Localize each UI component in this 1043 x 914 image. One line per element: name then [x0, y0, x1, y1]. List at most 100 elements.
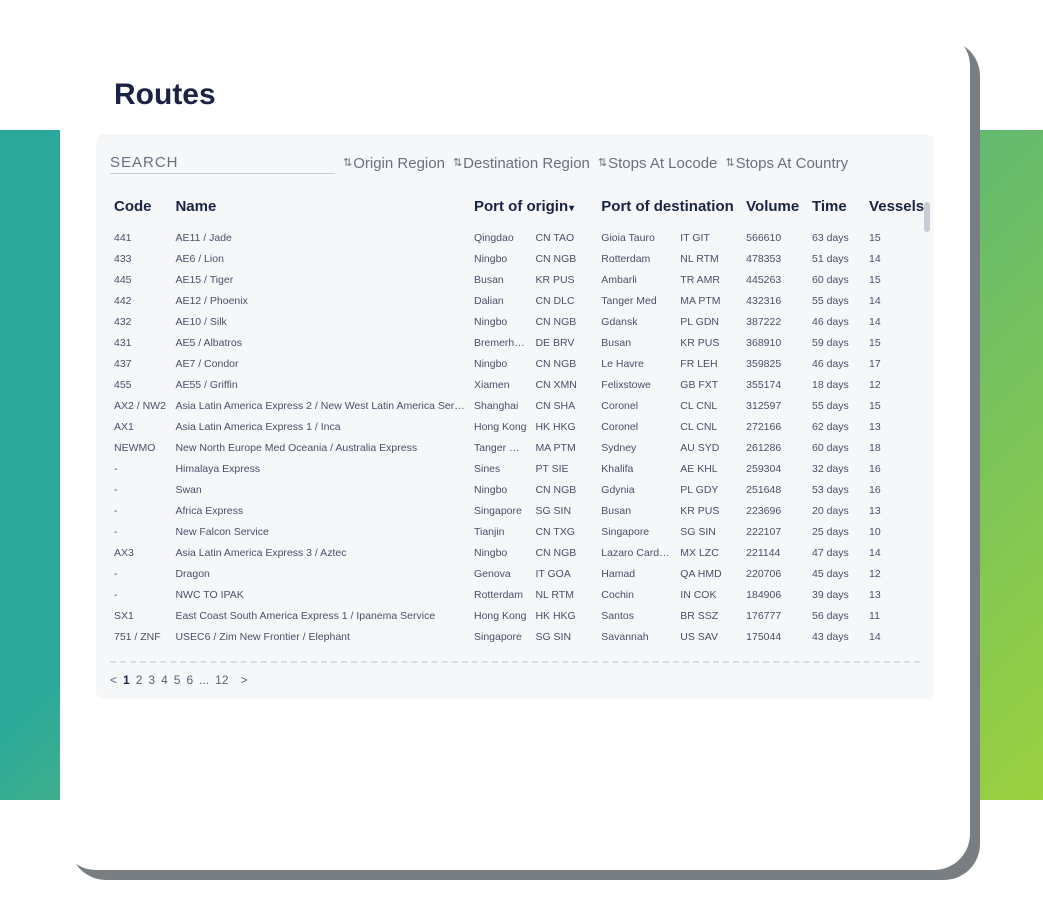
cell-d_port: Ambarli	[597, 269, 676, 290]
pagination-page[interactable]: 3	[148, 673, 155, 687]
filter-destination-region[interactable]: ⇅ Destination Region	[453, 155, 590, 172]
cell-time: 46 days	[808, 353, 865, 374]
header-time[interactable]: Time	[808, 190, 865, 227]
cell-code: 431	[110, 332, 171, 353]
table-row[interactable]: -NWC TO IPAKRotterdamNL RTMCochinIN COK1…	[110, 584, 920, 605]
cell-d_code: PL GDN	[676, 311, 742, 332]
cell-volume: 368910	[742, 332, 808, 353]
pagination-page[interactable]: 1	[123, 673, 130, 687]
cell-volume: 251648	[742, 479, 808, 500]
table-row[interactable]: 751 / ZNFUSEC6 / Zim New Frontier / Elep…	[110, 626, 920, 647]
cell-name: USEC6 / Zim New Frontier / Elephant	[171, 626, 470, 647]
cell-d_code: GB FXT	[676, 374, 742, 395]
scrollbar-thumb[interactable]	[924, 202, 930, 232]
pagination-page[interactable]: 6	[186, 673, 193, 687]
cell-o_port: Qingdao	[470, 227, 531, 248]
table-row[interactable]: -New Falcon ServiceTianjinCN TXGSingapor…	[110, 521, 920, 542]
table-row[interactable]: 441AE11 / JadeQingdaoCN TAOGioia TauroIT…	[110, 227, 920, 248]
search-input[interactable]	[110, 152, 335, 174]
cell-o_port: Singapore	[470, 626, 531, 647]
cell-d_code: MX LZC	[676, 542, 742, 563]
cell-time: 18 days	[808, 374, 865, 395]
table-row[interactable]: SX1East Coast South America Express 1 / …	[110, 605, 920, 626]
cell-code: NEWMO	[110, 437, 171, 458]
pagination-page[interactable]: 4	[161, 673, 168, 687]
table-row[interactable]: 432AE10 / SilkNingboCN NGBGdanskPL GDN38…	[110, 311, 920, 332]
cell-d_code: KR PUS	[676, 332, 742, 353]
cell-name: AE12 / Phoenix	[171, 290, 470, 311]
header-text: Port of origin	[474, 198, 568, 215]
pagination-page[interactable]: 5	[174, 673, 181, 687]
cell-vessels: 13	[865, 584, 920, 605]
table-row[interactable]: AX2 / NW2Asia Latin America Express 2 / …	[110, 395, 920, 416]
table-row[interactable]: AX1Asia Latin America Express 1 / IncaHo…	[110, 416, 920, 437]
cell-d_port: Coronel	[597, 395, 676, 416]
table-row[interactable]: -Himalaya ExpressSinesPT SIEKhalifaAE KH…	[110, 458, 920, 479]
table-row[interactable]: 431AE5 / AlbatrosBremerhavenDE BRVBusanK…	[110, 332, 920, 353]
cell-o_port: Tianjin	[470, 521, 531, 542]
cell-vessels: 16	[865, 479, 920, 500]
cell-vessels: 14	[865, 311, 920, 332]
cell-d_port: Lazaro Cardenas	[597, 542, 676, 563]
divider	[110, 661, 920, 663]
routes-panel: ⇅ Origin Region ⇅ Destination Region ⇅ S…	[96, 134, 934, 699]
cell-volume: 220706	[742, 563, 808, 584]
cell-time: 55 days	[808, 290, 865, 311]
pagination-page[interactable]: 12	[215, 673, 228, 687]
table-row[interactable]: 445AE15 / TigerBusanKR PUSAmbarliTR AMR4…	[110, 269, 920, 290]
cell-time: 53 days	[808, 479, 865, 500]
cell-vessels: 17	[865, 353, 920, 374]
cell-name: AE15 / Tiger	[171, 269, 470, 290]
cell-o_code: SG SIN	[531, 626, 597, 647]
pagination-prev[interactable]: <	[110, 673, 117, 687]
pagination-page: ...	[199, 673, 209, 687]
cell-o_code: CN TAO	[531, 227, 597, 248]
header-volume[interactable]: Volume	[742, 190, 808, 227]
cell-time: 45 days	[808, 563, 865, 584]
cell-code: SX1	[110, 605, 171, 626]
cell-d_code: PL GDY	[676, 479, 742, 500]
cell-o_code: NL RTM	[531, 584, 597, 605]
pagination-next[interactable]: >	[241, 673, 248, 687]
cell-time: 59 days	[808, 332, 865, 353]
table-row[interactable]: -DragonGenovaIT GOAHamadQA HMD22070645 d…	[110, 563, 920, 584]
cell-o_code: HK HKG	[531, 605, 597, 626]
header-vessels[interactable]: Vessels	[865, 190, 920, 227]
sort-desc-icon: ▾	[569, 203, 574, 214]
cell-volume: 176777	[742, 605, 808, 626]
cell-d_port: Sydney	[597, 437, 676, 458]
cell-d_port: Busan	[597, 500, 676, 521]
cell-d_port: Busan	[597, 332, 676, 353]
cell-code: -	[110, 521, 171, 542]
cell-vessels: 12	[865, 563, 920, 584]
cell-name: New Falcon Service	[171, 521, 470, 542]
cell-volume: 184906	[742, 584, 808, 605]
cell-o_port: Rotterdam	[470, 584, 531, 605]
cell-o_code: CN DLC	[531, 290, 597, 311]
cell-volume: 259304	[742, 458, 808, 479]
filter-stops-at-locode[interactable]: ⇅ Stops At Locode	[598, 155, 717, 172]
routes-table: Code Name Port of origin▾ Port of destin…	[110, 190, 920, 647]
header-code[interactable]: Code	[110, 190, 171, 227]
table-row[interactable]: 437AE7 / CondorNingboCN NGBLe HavreFR LE…	[110, 353, 920, 374]
table-row[interactable]: NEWMONew North Europe Med Oceania / Aust…	[110, 437, 920, 458]
table-row[interactable]: 455AE55 / GriffinXiamenCN XMNFelixstoweG…	[110, 374, 920, 395]
header-port-of-destination[interactable]: Port of destination	[597, 190, 742, 227]
cell-o_code: DE BRV	[531, 332, 597, 353]
cell-volume: 272166	[742, 416, 808, 437]
filter-stops-at-country[interactable]: ⇅ Stops At Country	[725, 155, 848, 172]
filter-origin-region[interactable]: ⇅ Origin Region	[343, 155, 445, 172]
cell-time: 62 days	[808, 416, 865, 437]
cell-o_port: Ningbo	[470, 311, 531, 332]
pagination-page[interactable]: 2	[136, 673, 143, 687]
cell-vessels: 16	[865, 458, 920, 479]
cell-d_code: IT GIT	[676, 227, 742, 248]
table-row[interactable]: AX3Asia Latin America Express 3 / AztecN…	[110, 542, 920, 563]
table-row[interactable]: 442AE12 / PhoenixDalianCN DLCTanger MedM…	[110, 290, 920, 311]
table-row[interactable]: -Africa ExpressSingaporeSG SINBusanKR PU…	[110, 500, 920, 521]
table-row[interactable]: 433AE6 / LionNingboCN NGBRotterdamNL RTM…	[110, 248, 920, 269]
header-port-of-origin[interactable]: Port of origin▾	[470, 190, 597, 227]
header-name[interactable]: Name	[171, 190, 470, 227]
table-row[interactable]: -SwanNingboCN NGBGdyniaPL GDY25164853 da…	[110, 479, 920, 500]
sort-icon: ⇅	[725, 159, 733, 168]
